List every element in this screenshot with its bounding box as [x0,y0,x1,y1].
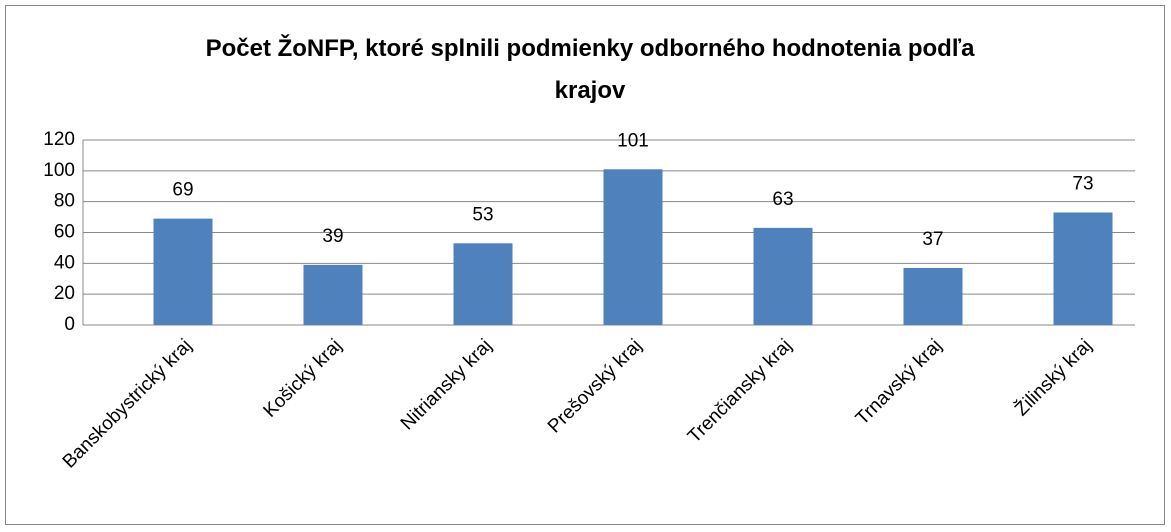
y-tick-label: 120 [43,129,75,150]
data-label: 39 [322,226,343,247]
chart-title: Počet ŽoNFP, ktoré splnili podmienky odb… [205,35,975,104]
data-label: 69 [172,180,193,201]
bar [453,243,513,325]
data-label: 73 [1072,173,1093,194]
data-label: 63 [772,189,793,210]
bar [903,267,963,325]
y-tick-label: 0 [64,314,75,335]
bar [1053,212,1113,325]
y-tick-label: 80 [54,191,75,212]
bar [603,169,663,325]
bar [153,218,213,325]
y-tick-label: 100 [43,160,75,181]
data-label: 53 [472,204,493,225]
y-tick-label: 20 [54,283,75,304]
y-tick-label: 60 [54,222,75,243]
bar [303,264,363,325]
data-label: 37 [922,229,943,250]
bar [753,227,813,325]
y-tick-label: 40 [54,252,75,273]
data-label: 101 [617,130,649,151]
